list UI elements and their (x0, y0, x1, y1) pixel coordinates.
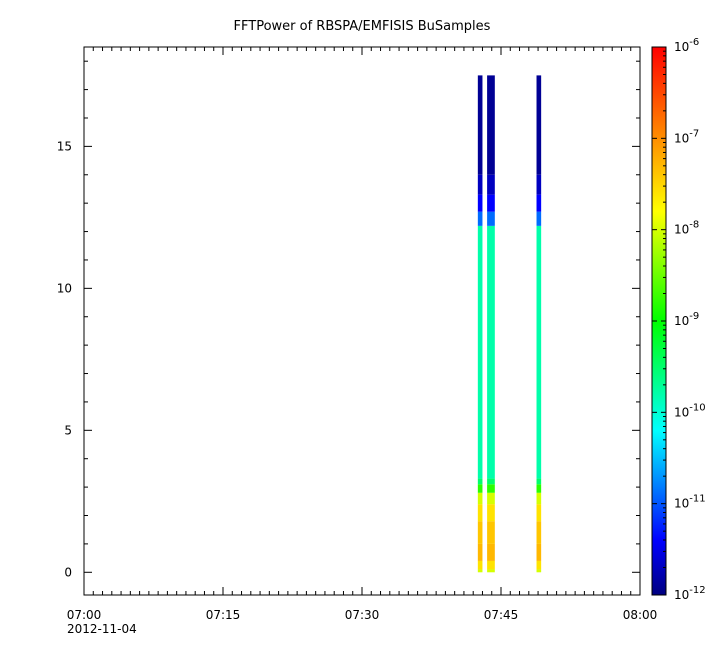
colorbar-tick-label: 10-9 (674, 311, 699, 328)
colorbar-tick-label: 10-12 (674, 585, 706, 602)
spectrogram-cell (487, 543, 495, 561)
spectrogram-cell (477, 225, 483, 479)
x-tick-label: 07:30 (345, 608, 380, 622)
x-axis-date-label: 2012-11-04 (67, 622, 137, 636)
spectrogram-marks (477, 75, 542, 573)
spectrogram-cell (536, 478, 542, 485)
colorbar-tick-label: 10-7 (674, 128, 699, 145)
y-tick-label: 0 (64, 565, 72, 579)
spectrogram-cell (536, 569, 542, 573)
spectrogram-cell (477, 194, 483, 212)
spectrogram-cell (536, 560, 542, 570)
spectrogram-cell (536, 484, 542, 493)
spectrogram-cell (477, 211, 483, 226)
spectrogram-cell (536, 521, 542, 544)
spectrogram-cell (536, 194, 542, 212)
spectrogram-cell (487, 569, 495, 573)
spectrogram-cell (536, 211, 542, 226)
spectrogram-cell (487, 194, 495, 212)
spectrogram-cell (536, 492, 542, 505)
spectrogram-cell (536, 75, 542, 175)
spectrogram-cell (487, 211, 495, 226)
colorbar: 10-12 10-11 10-10 10-9 10-8 10-7 10-6 (651, 37, 706, 602)
colorbar-tick-label: 10-10 (674, 402, 706, 419)
plot-frame (83, 46, 641, 596)
spectrogram-cell (536, 174, 542, 195)
x-tick-label: 07:45 (484, 608, 519, 622)
chart-title: FFTPower of RBSPA/EMFISIS BuSamples (234, 19, 491, 34)
spectrogram-cell (477, 521, 483, 544)
y-tick-label: 10 (57, 281, 72, 295)
x-tick-label: 07:15 (206, 608, 241, 622)
spectrogram-cell (536, 543, 542, 561)
spectrogram-cell (477, 504, 483, 522)
spectrogram-cell (487, 492, 495, 505)
axes: 07:00 07:15 07:30 07:45 08:00 0 5 10 15 (57, 47, 658, 622)
spectrogram-cell (536, 225, 542, 479)
x-tick-label: 07:00 (67, 608, 102, 622)
spectrogram-cell (487, 75, 495, 175)
x-tick-label: 08:00 (623, 608, 658, 622)
colorbar-tick-label: 10-6 (674, 37, 699, 54)
colorbar-tick-label: 10-11 (674, 494, 706, 511)
spectrogram-cell (487, 174, 495, 195)
y-tick-label: 5 (64, 423, 72, 437)
spectrogram-cell (477, 484, 483, 493)
spectrogram-cell (487, 484, 495, 493)
spectrogram-cell (477, 75, 483, 175)
spectrogram-cell (487, 521, 495, 544)
spectrogram-cell (477, 569, 483, 573)
spectrogram-cell (477, 174, 483, 195)
spectrogram-cell (477, 478, 483, 485)
spectrogram-cell (487, 560, 495, 570)
spectrogram-cell (477, 543, 483, 561)
spectrogram-cell (487, 225, 495, 479)
spectrogram-cell (477, 492, 483, 505)
colorbar-tick-label: 10-8 (674, 220, 699, 237)
spectrogram-cell (536, 504, 542, 522)
y-tick-label: 15 (57, 139, 72, 153)
spectrogram-cell (487, 478, 495, 485)
spectrogram-cell (477, 560, 483, 570)
spectrogram-cell (487, 504, 495, 522)
